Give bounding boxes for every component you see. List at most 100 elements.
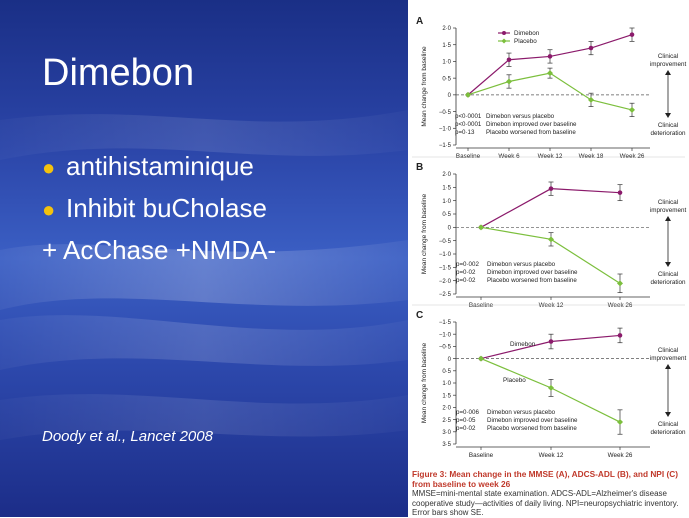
data-point [548,236,554,243]
annotation-deterioration: deterioration [650,429,686,436]
annotation-improvement: Clinical [658,53,678,60]
bullet-text: antihistaminique [66,151,254,181]
stat-label: Placebo worsened from baseline [487,425,577,432]
y-tick-label: −0·5 [439,239,452,245]
wave-texture [0,110,408,440]
x-tick-label: Week 12 [538,153,563,160]
bullet-dot-icon: ● [42,197,56,222]
data-point [478,224,484,231]
annotation-deterioration: Clinical [658,122,678,129]
x-tick-label: Week 12 [539,302,564,309]
series-label-placebo: Placebo [503,377,526,384]
y-tick-label: 1·5 [442,43,451,49]
y-tick-label: 1·0 [442,199,451,205]
stat-p-value: p=0·05 [456,417,476,424]
stat-label: Dimebon versus placebo [487,409,556,416]
bullet-item-2: ● Inhibit buCholase [42,188,276,230]
data-point [548,384,554,391]
data-point [629,32,635,37]
stat-p-value: p=0·02 [456,425,476,432]
x-tick-label: Baseline [456,153,481,160]
legend-label: Placebo [514,38,537,45]
stat-p-value: p<0·0001 [455,121,482,128]
series-line [480,334,621,360]
stat-label: Dimebon versus placebo [486,113,555,120]
arrow-up-icon [665,364,671,369]
y-tick-label: 2·0 [442,26,451,32]
stat-label: Dimebon improved over baseline [486,121,577,128]
y-tick-label: 1·5 [442,186,451,192]
annotation-deterioration: Clinical [658,271,678,278]
annotation-deterioration: Clinical [658,421,678,428]
y-tick-label: 2·0 [442,172,451,178]
x-tick-label: Week 18 [579,153,604,160]
y-tick-label: 2·5 [442,418,451,424]
data-point [548,339,554,344]
series-label-dimebon: Dimebon [510,341,536,348]
x-tick-label: Baseline [469,452,494,459]
bullet-list: ● antihistaminique ● Inhibit buCholase + A… [42,146,276,270]
annotation-deterioration: deterioration [650,130,686,137]
panel-letter: C [416,310,423,321]
data-point [617,280,623,287]
data-point [617,419,623,426]
annotation-improvement: improvement [650,207,687,214]
y-tick-label: −1·0 [439,126,452,132]
y-tick-label: 2·0 [442,406,451,412]
stat-label: Dimebon improved over baseline [487,269,578,276]
bullet-item-1: ● antihistaminique [42,146,276,188]
stat-p-value: p=0·02 [456,269,476,276]
x-tick-label: Week 6 [498,153,520,160]
bullet-item-3: + AcChase +NMDA- [42,230,276,270]
stat-p-value: p=0·006 [456,409,479,416]
series-line [467,34,633,96]
data-point [617,333,623,338]
legend-marker [501,38,507,44]
annotation-improvement: Clinical [658,347,678,354]
caption-body: MMSE=mini-mental state examination. ADCS… [412,489,679,517]
legend-label: Dimebon [514,30,540,37]
annotation-improvement: improvement [650,61,687,68]
x-tick-label: Week 26 [620,153,645,160]
y-tick-label: 3·0 [442,430,451,436]
series-line [480,188,621,228]
stat-p-value: p=0·13 [455,129,475,136]
y-tick-label: −2·5 [439,292,452,298]
y-axis-label: Mean change from baseline [421,46,428,127]
data-point [547,70,553,77]
stat-p-value: p=0·02 [456,277,476,284]
y-tick-label: 0·5 [442,212,451,218]
annotation-improvement: Clinical [658,199,678,206]
y-tick-label: 0 [448,226,452,232]
figure-panel: A Mean change from baseline 2·0 1·5 1·0 0·5 0 −… [408,0,689,517]
y-axis-label: Mean change from baseline [421,194,428,275]
x-tick-label: Week 26 [608,302,633,309]
x-tick-label: Week 12 [539,452,564,459]
data-point [506,57,512,63]
data-point [588,45,594,51]
y-tick-label: −1·5 [439,266,452,272]
y-tick-label: 1·0 [442,60,451,66]
y-tick-label: −2·0 [439,279,452,285]
figure-caption: Figure 3: Mean change in the MMSE (A), A… [412,469,684,518]
y-tick-label: 0 [448,93,452,99]
arrow-down-icon [665,262,671,267]
caption-title: Figure 3: Mean change in the MMSE (A), A… [412,469,678,489]
data-point [617,190,623,195]
panel-letter: B [416,162,423,173]
y-tick-label: −1·5 [439,143,452,149]
data-point [478,355,484,362]
panel-letter: A [416,16,423,27]
y-tick-label: −1·5 [439,320,452,326]
legend-marker [502,31,506,35]
data-point [548,186,554,191]
stat-label: Dimebon improved over baseline [487,417,578,424]
data-point [588,96,594,103]
y-tick-label: 1·5 [442,393,451,399]
bullet-dot-icon: ● [42,155,56,180]
data-point [465,91,471,98]
bullet-text: Inhibit buCholase [66,193,267,223]
arrow-up-icon [665,70,671,75]
citation: Doody et al., Lancet 2008 [42,428,213,445]
y-tick-label: 1·0 [442,381,451,387]
